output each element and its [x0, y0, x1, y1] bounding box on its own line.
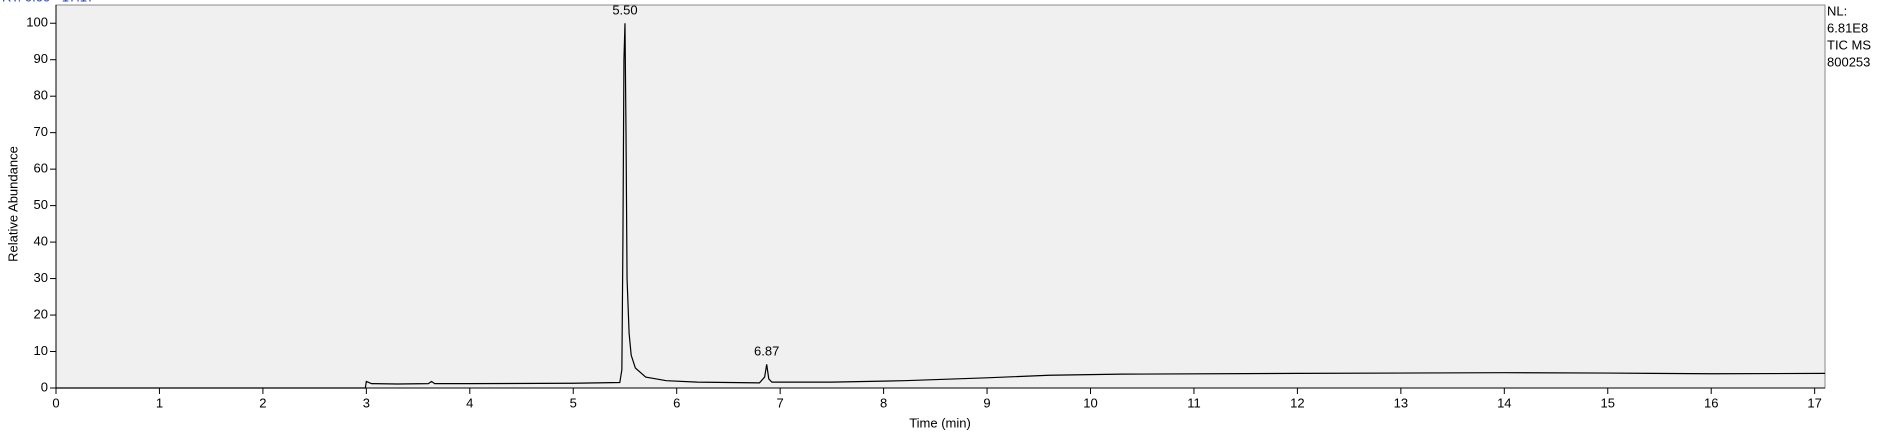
y-tick-label: 30: [34, 270, 48, 285]
x-tick-label: 5: [570, 395, 577, 410]
y-tick-label: 70: [34, 124, 48, 139]
x-tick-label: 8: [880, 395, 887, 410]
y-tick-label: 50: [34, 197, 48, 212]
info-text: 6.81E8: [1827, 20, 1868, 35]
x-tick-label: 9: [983, 395, 990, 410]
x-tick-label: 15: [1601, 395, 1615, 410]
y-tick-label: 10: [34, 343, 48, 358]
y-tick-label: 100: [26, 15, 48, 30]
x-tick-label: 16: [1704, 395, 1718, 410]
peak-label: 6.87: [754, 344, 779, 359]
peak-label: 5.50: [612, 3, 637, 18]
x-tick-label: 0: [52, 395, 59, 410]
x-tick-label: 13: [1394, 395, 1408, 410]
x-tick-label: 17: [1807, 395, 1821, 410]
trace-line: [56, 23, 1826, 389]
x-tick-label: 7: [777, 395, 784, 410]
info-text: NL:: [1827, 3, 1847, 18]
x-tick-label: 1: [156, 395, 163, 410]
y-tick-label: 90: [34, 51, 48, 66]
x-tick-label: 4: [466, 395, 473, 410]
plot-area: [55, 4, 1826, 389]
y-tick-label: 80: [34, 88, 48, 103]
y-axis-label: Relative Abundance: [5, 146, 20, 262]
y-tick-label: 40: [34, 234, 48, 249]
y-tick-label: 60: [34, 161, 48, 176]
y-tick-label: 20: [34, 306, 48, 321]
x-axis-label: Time (min): [909, 415, 971, 430]
x-tick-label: 3: [363, 395, 370, 410]
info-text: 800253: [1827, 54, 1870, 69]
x-tick-label: 2: [259, 395, 266, 410]
x-tick-label: 12: [1290, 395, 1304, 410]
x-tick-label: 14: [1497, 395, 1511, 410]
rt-range: RT: 0.00 - 17.17: [2, 0, 94, 4]
x-tick-label: 6: [673, 395, 680, 410]
x-tick-label: 11: [1187, 395, 1201, 410]
x-tick-label: 10: [1083, 395, 1097, 410]
y-tick-label: 0: [41, 379, 48, 394]
info-text: TIC MS: [1827, 37, 1871, 52]
